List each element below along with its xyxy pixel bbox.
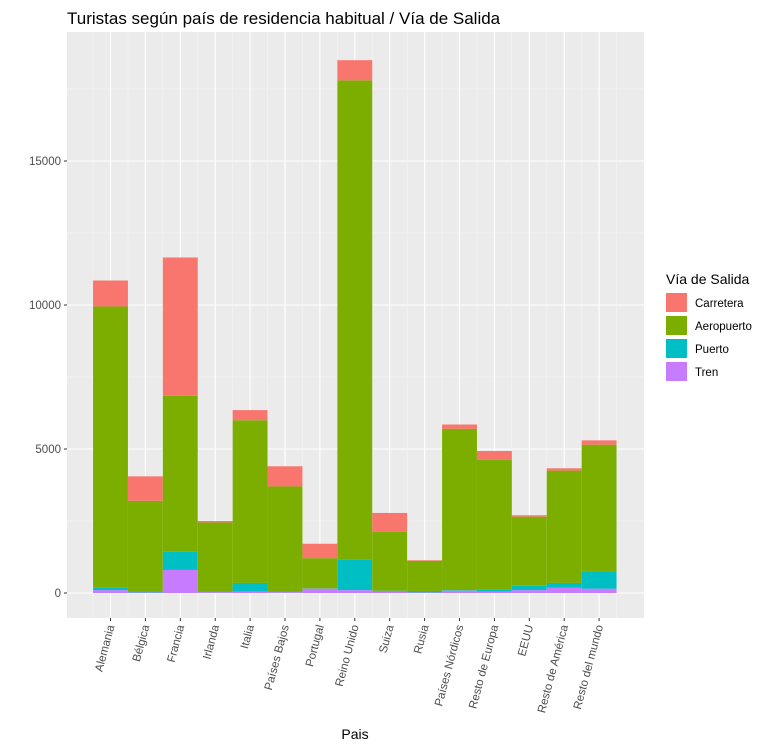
y-tick-label: 0: [55, 588, 61, 600]
bar-segment-puerto: [128, 592, 163, 593]
x-tick-label: Rusia: [412, 623, 431, 655]
bar-segment-puerto: [582, 571, 617, 588]
bar-segment-puerto: [337, 560, 372, 590]
bar-segment-carretera: [128, 476, 163, 500]
bar-segment-carretera: [477, 451, 512, 460]
legend-label-puerto: Puerto: [695, 344, 729, 356]
bar-segment-aeropuerto: [477, 460, 512, 590]
bar-segment-tren: [337, 590, 372, 593]
legend-key-carretera: [666, 293, 687, 312]
bar-segment-carretera: [512, 515, 547, 516]
legend-label-carretera: Carretera: [695, 298, 744, 310]
bar-segment-carretera: [442, 425, 477, 429]
x-tick-label: Alemania: [93, 623, 117, 673]
legend-key-aeropuerto: [666, 316, 687, 335]
bar-segment-carretera: [233, 410, 268, 420]
bar-segment-tren: [582, 589, 617, 593]
bar-segment-puerto: [372, 591, 407, 592]
bar-segment-puerto: [547, 583, 582, 588]
bar-segment-carretera: [372, 513, 407, 532]
bar-segment-tren: [372, 592, 407, 593]
bar-segment-carretera: [337, 60, 372, 80]
bar-segment-puerto: [477, 589, 512, 591]
bar-segment-tren: [442, 591, 477, 593]
bar-segment-aeropuerto: [407, 561, 442, 591]
x-tick-label: Resto de Europa: [467, 623, 501, 710]
bar-segment-puerto: [233, 583, 268, 592]
bar-segment-puerto: [198, 592, 233, 593]
bar-segment-aeropuerto: [442, 429, 477, 590]
bar-segment-carretera: [407, 560, 442, 561]
x-tick-label: Portugal: [304, 624, 327, 668]
chart-title: Turistas según país de residencia habitu…: [67, 9, 501, 28]
legend-label-tren: Tren: [695, 367, 718, 379]
legend-label-aeropuerto: Aeropuerto: [695, 321, 752, 333]
x-tick-label: Resto de América: [536, 623, 571, 714]
bar-segment-tren: [233, 592, 268, 593]
bar-segment-puerto: [442, 590, 477, 591]
bar-segment-tren: [547, 588, 582, 593]
bar-segment-tren: [302, 589, 337, 593]
bar-segment-aeropuerto: [233, 420, 268, 583]
bar-segment-carretera: [302, 544, 337, 558]
x-tick-label: Países Bajos: [263, 623, 292, 691]
x-tick-label: Países Nórdicos: [433, 623, 466, 707]
x-tick-label: Irlanda: [201, 623, 222, 661]
x-tick-label: Suiza: [378, 623, 397, 654]
y-tick-label: 10000: [29, 300, 61, 312]
bar-segment-tren: [477, 592, 512, 593]
bar-segment-aeropuerto: [128, 501, 163, 592]
bar-segment-aeropuerto: [198, 522, 233, 591]
y-axis: 0 5000 10000 15000: [29, 156, 67, 600]
bar-segment-carretera: [93, 281, 128, 307]
bar-segment-puerto: [407, 591, 442, 592]
bar-segment-tren: [128, 592, 163, 593]
bar-segment-aeropuerto: [268, 486, 303, 591]
legend-key-tren: [666, 362, 687, 381]
bar-segment-aeropuerto: [302, 558, 337, 588]
bar-segment-tren: [93, 590, 128, 593]
x-tick-label: Reino Unido: [334, 624, 362, 688]
x-axis-title: Pais: [341, 726, 368, 742]
y-tick-label: 15000: [29, 156, 61, 168]
x-tick-label: Francia: [166, 623, 188, 664]
x-tick-label: Bélgica: [131, 623, 153, 663]
x-axis: Alemania Bélgica Francia Irlanda Italia Paíse…: [93, 618, 606, 714]
y-tick-label: 5000: [35, 444, 61, 456]
bar-segment-tren: [512, 590, 547, 593]
bar-segment-tren: [407, 592, 442, 593]
legend-title: Vía de Salida: [666, 271, 749, 287]
bar-segment-carretera: [268, 466, 303, 486]
bar-segment-carretera: [198, 521, 233, 522]
legend: Vía de Salida Carretera Aeropuerto Puerto T…: [666, 271, 752, 381]
bar-segment-carretera: [163, 257, 198, 395]
bar-segment-puerto: [93, 587, 128, 590]
bar-segment-tren: [163, 570, 198, 593]
x-tick-label: Resto del mundo: [572, 624, 606, 711]
bar-segment-tren: [268, 592, 303, 593]
bar-segment-aeropuerto: [372, 532, 407, 591]
legend-key-puerto: [666, 339, 687, 358]
x-tick-label: EEUU: [516, 624, 536, 658]
bar-segment-aeropuerto: [163, 396, 198, 552]
bar-segment-aeropuerto: [582, 445, 617, 572]
bar-segment-aeropuerto: [547, 471, 582, 583]
x-tick-label: Italia: [239, 623, 257, 650]
bar-segment-puerto: [512, 586, 547, 590]
bar-segment-aeropuerto: [337, 80, 372, 560]
bar-segment-tren: [198, 592, 233, 593]
bar-segment-puerto: [163, 551, 198, 570]
bar-segment-aeropuerto: [93, 306, 128, 587]
bar-segment-carretera: [547, 468, 582, 470]
bar-segment-aeropuerto: [512, 517, 547, 586]
bar-segment-puerto: [268, 592, 303, 593]
bar-segment-carretera: [582, 440, 617, 444]
